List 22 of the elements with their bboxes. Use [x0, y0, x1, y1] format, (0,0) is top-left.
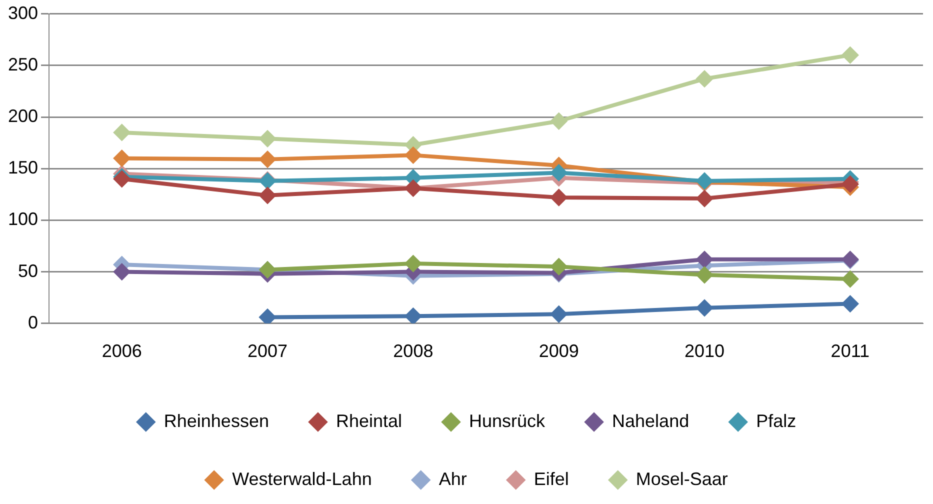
y-tick-label: 300 — [8, 2, 38, 23]
y-tick-label: 100 — [8, 209, 38, 230]
y-tick-label: 250 — [8, 54, 38, 74]
legend-label: Naheland — [612, 410, 690, 431]
legend-label: Eifel — [534, 468, 569, 489]
legend-label: Westerwald-Lahn — [232, 468, 372, 489]
legend-label: Mosel-Saar — [636, 468, 728, 489]
y-tick-label: 50 — [18, 260, 38, 281]
legend-label: Pfalz — [756, 410, 796, 431]
legend-label: Rheinhessen — [164, 410, 269, 431]
x-tick-label: 2009 — [538, 341, 579, 362]
x-tick-label: 2008 — [393, 341, 434, 362]
legend-label: Hunsrück — [469, 410, 546, 431]
x-tick-label: 2011 — [830, 341, 870, 362]
y-tick-label: 0 — [28, 312, 38, 332]
x-tick-label: 2006 — [102, 341, 142, 362]
x-tick-label: 2007 — [248, 341, 288, 362]
y-tick-label: 200 — [8, 106, 38, 126]
x-tick-label: 2010 — [684, 341, 725, 362]
legend-label: Rheintal — [336, 410, 402, 431]
y-tick-label: 150 — [8, 158, 38, 178]
legend-label: Ahr — [438, 468, 467, 489]
